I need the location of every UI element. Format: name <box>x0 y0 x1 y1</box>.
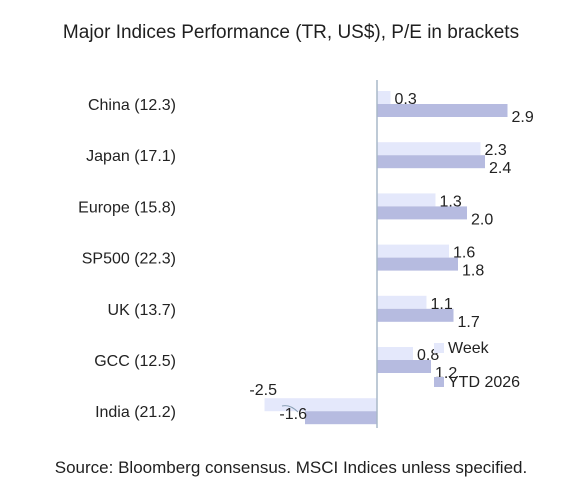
data-label: 2.0 <box>471 211 493 228</box>
bar-ytd <box>377 360 431 373</box>
data-label: 2.3 <box>485 142 507 159</box>
bar-week <box>377 244 449 258</box>
data-label: 1.6 <box>453 245 475 262</box>
bar-week <box>377 193 436 207</box>
data-label: 1.1 <box>431 296 453 313</box>
category-label: China (12.3) <box>88 97 176 114</box>
legend-swatch <box>434 377 444 387</box>
chart-title: Major Indices Performance (TR, US$), P/E… <box>62 22 520 43</box>
category-label: Japan (17.1) <box>86 148 176 165</box>
data-label: 2.9 <box>512 109 534 126</box>
bar-ytd <box>305 411 377 425</box>
category-label: India (21.2) <box>95 404 176 421</box>
legend-swatch <box>434 343 444 353</box>
source-note: Source: Bloomberg consensus. MSCI Indice… <box>54 458 528 477</box>
bar-week <box>377 347 413 360</box>
data-label: 2.4 <box>489 160 511 177</box>
legend-label: YTD 2026 <box>448 374 520 391</box>
category-label: UK (13.7) <box>108 302 176 319</box>
data-label: 0.3 <box>395 91 417 108</box>
data-label: 0.8 <box>417 347 439 364</box>
category-label: SP500 (22.3) <box>82 251 176 268</box>
bar-week <box>377 91 391 104</box>
data-label: -2.5 <box>249 382 277 399</box>
category-label: Europe (15.8) <box>78 199 176 216</box>
bar-ytd <box>377 257 458 271</box>
bar-week <box>377 295 427 309</box>
data-label: 1.3 <box>440 193 462 210</box>
bar-ytd <box>377 104 508 117</box>
bar-ytd <box>377 308 454 322</box>
legend-label: Week <box>448 340 490 357</box>
leader-line <box>281 405 299 413</box>
bar-ytd <box>377 155 485 169</box>
bar-week <box>377 142 481 156</box>
bar-ytd <box>377 206 467 220</box>
data-label: -1.6 <box>279 406 307 423</box>
data-label: 1.7 <box>458 314 480 331</box>
category-label: GCC (12.5) <box>94 353 176 370</box>
data-label: 1.8 <box>462 263 484 280</box>
